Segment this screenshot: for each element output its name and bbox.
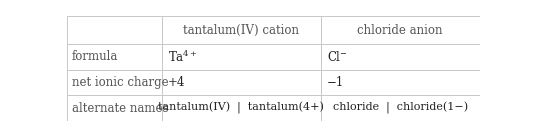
Text: chloride  |  chloride(1−): chloride | chloride(1−) <box>333 102 468 114</box>
Bar <box>321 16 480 44</box>
Text: formula: formula <box>71 50 118 63</box>
Bar <box>321 95 480 121</box>
Text: tantalum(IV) cation: tantalum(IV) cation <box>183 24 299 37</box>
Text: chloride anion: chloride anion <box>358 24 443 37</box>
Bar <box>161 70 321 95</box>
Text: tantalum(IV)  |  tantalum(4+): tantalum(IV) | tantalum(4+) <box>158 102 324 114</box>
Bar <box>161 44 321 70</box>
Bar <box>321 44 480 70</box>
Bar <box>67 70 161 95</box>
Text: alternate names: alternate names <box>71 102 168 115</box>
Text: Ta$^{\mathregular{4+}}$: Ta$^{\mathregular{4+}}$ <box>168 49 198 65</box>
Bar <box>161 16 321 44</box>
Text: Cl$^{\mathregular{−}}$: Cl$^{\mathregular{−}}$ <box>327 50 348 64</box>
Bar <box>67 95 161 121</box>
Text: net ionic charge: net ionic charge <box>71 76 168 89</box>
Bar <box>67 16 161 44</box>
Bar <box>321 70 480 95</box>
Text: +4: +4 <box>168 76 185 89</box>
Bar <box>161 95 321 121</box>
Bar <box>67 44 161 70</box>
Text: −1: −1 <box>327 76 344 89</box>
